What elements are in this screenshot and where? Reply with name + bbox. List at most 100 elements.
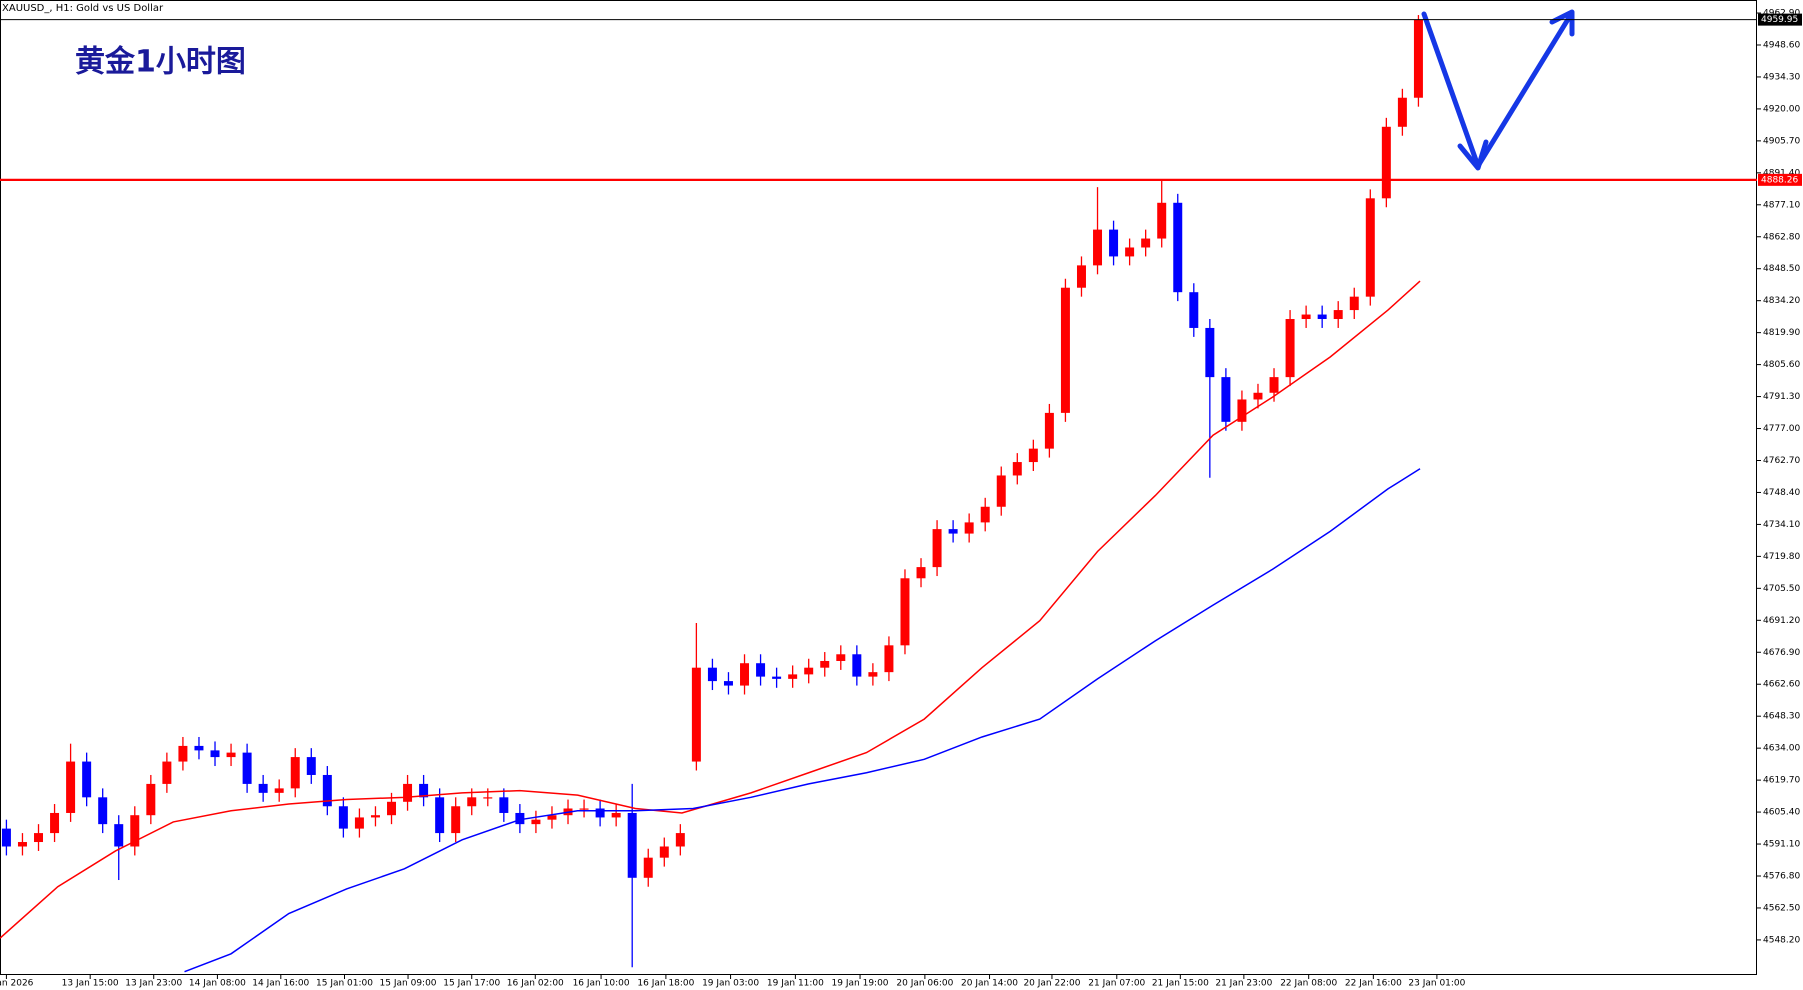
candle-body: [1237, 399, 1247, 422]
candle-body: [1205, 327, 1215, 378]
candle-body: [595, 808, 605, 818]
candle-body: [226, 752, 236, 758]
candle-body: [1125, 247, 1135, 257]
candle-body: [740, 663, 750, 686]
candle-body: [50, 812, 60, 834]
x-tick-label: 20 Jan 06:00: [896, 979, 953, 989]
candle-body: [1285, 319, 1295, 378]
candle-body: [114, 824, 124, 847]
y-tick-label: 4862.80: [1763, 232, 1800, 242]
y-tick-label: 4891.40: [1763, 168, 1800, 178]
candle-body: [643, 857, 653, 878]
candle-body: [194, 745, 204, 751]
candle-body: [98, 797, 108, 825]
candle-body: [1189, 292, 1199, 328]
x-tick-label: 19 Jan 11:00: [767, 979, 824, 989]
moving-average: [0, 280, 1421, 939]
candle-body: [483, 797, 493, 799]
y-tick-label: 4734.10: [1763, 520, 1800, 530]
candle-body: [547, 815, 557, 820]
y-tick-label: 4934.30: [1763, 72, 1800, 82]
candle-body: [1157, 202, 1167, 239]
candle-body: [82, 761, 92, 798]
x-tick-label: 13 Jan 2026: [0, 979, 34, 989]
x-tick-label: 14 Jan 16:00: [252, 979, 309, 989]
candle-body: [1301, 314, 1311, 320]
candle-body: [723, 681, 733, 686]
price-tag: [1758, 13, 1802, 26]
price-tag-label: 4959.95: [1761, 15, 1798, 25]
candle-body: [435, 797, 445, 834]
candle-body: [675, 833, 685, 847]
candle-body: [370, 815, 380, 818]
candle-body: [579, 808, 589, 810]
candle-body: [1381, 126, 1391, 199]
candle-body: [499, 797, 509, 813]
candle-body: [788, 674, 798, 679]
x-tick-label: 19 Jan 03:00: [702, 979, 759, 989]
candle-body: [242, 752, 252, 784]
plot-area: [0, 15, 1423, 973]
x-tick-label: 16 Jan 18:00: [637, 979, 694, 989]
y-tick-label: 4705.50: [1763, 584, 1800, 594]
candle-body: [691, 667, 701, 762]
x-tick-label: 22 Jan 16:00: [1345, 979, 1402, 989]
candle-body: [419, 783, 429, 798]
y-tick-label: 4877.10: [1763, 200, 1800, 210]
candle-body: [1221, 377, 1231, 422]
candle-body: [627, 812, 637, 878]
forecast-arrows: [1421, 9, 1575, 171]
y-tick-label: 4576.80: [1763, 871, 1800, 881]
x-tick-label: 23 Jan 01:00: [1408, 979, 1465, 989]
y-tick-label: 4777.00: [1763, 424, 1800, 434]
y-tick-label: 4762.70: [1763, 456, 1800, 466]
y-tick-label: 4691.20: [1763, 616, 1800, 626]
price-tag-label: 4888.26: [1761, 175, 1798, 185]
candle-body: [1173, 202, 1183, 293]
y-tick-label: 4648.30: [1763, 712, 1800, 722]
y-tick-label: 4719.80: [1763, 552, 1800, 562]
candle-body: [1397, 97, 1407, 127]
symbol-info: XAUUSD_, H1: Gold vs US Dollar: [2, 3, 164, 14]
candle-body: [1413, 19, 1423, 98]
arrow-path: [1421, 11, 1573, 169]
x-tick-label: 21 Jan 15:00: [1152, 979, 1209, 989]
candle-body: [354, 817, 364, 829]
x-tick-label: 13 Jan 23:00: [125, 979, 182, 989]
candle-body: [756, 663, 766, 677]
price-tag: [1758, 173, 1802, 186]
candle-body: [258, 783, 268, 793]
candle-body: [1317, 314, 1327, 320]
candle-body: [162, 761, 172, 784]
y-tick-label: 4791.30: [1763, 392, 1800, 402]
candle-body: [772, 676, 782, 679]
x-tick-label: 20 Jan 22:00: [1023, 979, 1080, 989]
candle-body: [707, 667, 717, 682]
y-tick-label: 4676.90: [1763, 648, 1800, 658]
y-tick-label: 4848.50: [1763, 264, 1800, 274]
candle-body: [916, 567, 926, 579]
candle-body: [1253, 392, 1263, 400]
candle-body: [34, 833, 44, 843]
x-tick-label: 16 Jan 02:00: [507, 979, 564, 989]
x-tick-label: 16 Jan 10:00: [573, 979, 630, 989]
candle-body: [611, 812, 621, 818]
candle-body: [290, 757, 300, 789]
candle-body: [964, 522, 974, 534]
y-tick-label: 4948.60: [1763, 40, 1800, 50]
candle-body: [306, 757, 316, 775]
arrow-head-down: [1457, 139, 1489, 171]
y-tick-label: 4605.40: [1763, 808, 1800, 818]
arrow-head-up: [1549, 9, 1575, 37]
candle-body: [1333, 310, 1343, 320]
y-tick-label: 4591.10: [1763, 840, 1800, 850]
candle-body: [1076, 265, 1086, 288]
candle-body: [1269, 377, 1279, 393]
y-tick-label: 4748.40: [1763, 488, 1800, 498]
candle-body: [932, 529, 942, 568]
plot-frame: [0, 0, 1757, 975]
candle-body: [852, 654, 862, 677]
x-tick-label: 15 Jan 01:00: [316, 979, 373, 989]
candle-body: [884, 645, 894, 673]
